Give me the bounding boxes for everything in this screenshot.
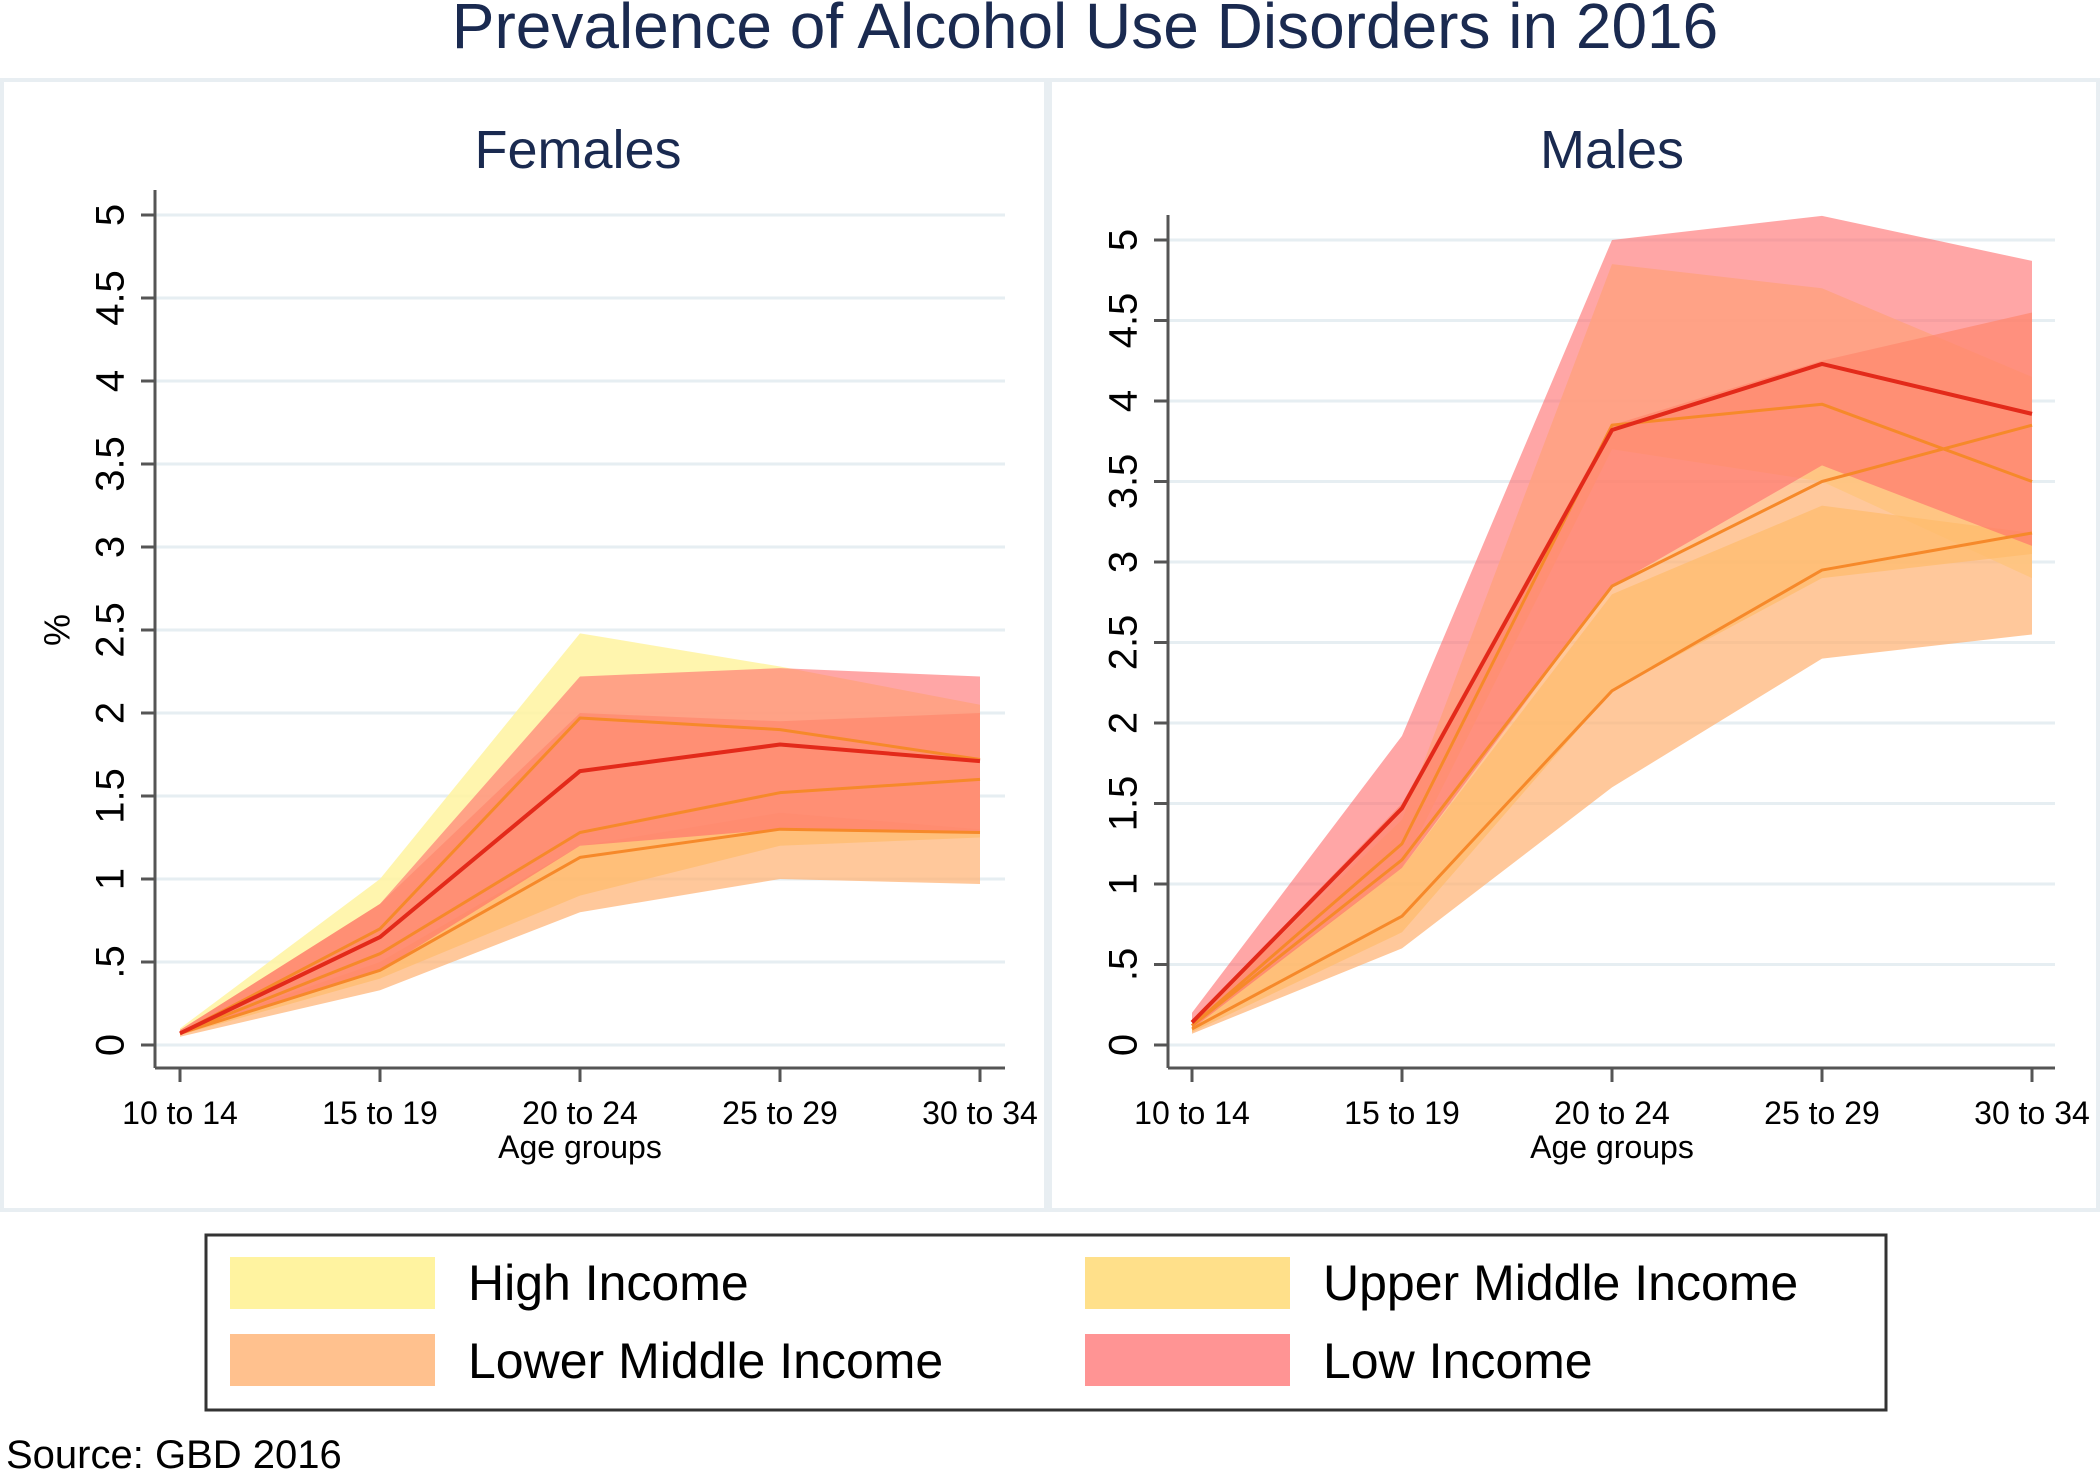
panel-frame-males (1048, 78, 2100, 1212)
x-tick-label: 15 to 19 (1344, 1095, 1460, 1131)
source-note: Source: GBD 2016 (6, 1433, 342, 1475)
panel-title-females: Females (474, 120, 681, 180)
y-tick-label: 0 (89, 1034, 133, 1056)
y-tick-label: 4 (1102, 390, 1146, 412)
band-low-income (180, 668, 980, 1036)
band-low-income (1192, 215, 2032, 1029)
y-tick-label: 3.5 (89, 436, 133, 492)
x-tick-label: 30 to 34 (1974, 1095, 2090, 1131)
legend-frame (204, 1233, 1888, 1412)
x-tick-label: 25 to 29 (1764, 1095, 1880, 1131)
legend-label-low-income: Low Income (1323, 1333, 1593, 1389)
figure-title: Prevalence of Alcohol Use Disorders in 2… (452, 0, 1718, 62)
y-tick-label: 2 (1102, 712, 1146, 734)
legend-swatch-low-income (1085, 1334, 1290, 1386)
x-tick-label: 10 to 14 (122, 1095, 238, 1131)
y-tick-label: 2 (89, 702, 133, 724)
legend-label-high-income: High Income (468, 1255, 749, 1311)
y-tick-label: 1.5 (1102, 776, 1146, 832)
panel-title-males: Males (1540, 120, 1684, 180)
y-tick-label: 1 (1102, 873, 1146, 895)
y-tick-label: 1 (89, 868, 133, 890)
line-upper-middle-income (179, 827, 981, 1035)
line-high-income (1191, 402, 2033, 1027)
y-tick-label: .5 (89, 945, 133, 978)
line-upper-middle-income (1191, 531, 2033, 1031)
panel-frame-females (0, 78, 1048, 1212)
y-tick-label: 2.5 (1102, 615, 1146, 671)
line-lower-middle-income (1191, 423, 2033, 1027)
y-tick-label: 3 (89, 536, 133, 558)
line-high-income (179, 716, 981, 1035)
legend: High Income Upper Middle Income Lower Mi… (204, 1233, 1888, 1412)
chart-panel-males: Males 0 .5 1 1.5 2 2.5 3 3.5 4 4.5 5 10 to 14 15 to 1… (1102, 120, 2090, 1165)
y-tick-label: 3.5 (1102, 454, 1146, 510)
x-axis-label: Age groups (498, 1129, 662, 1165)
legend-label-upper-middle-income: Upper Middle Income (1323, 1255, 1798, 1311)
chart-panel-females: Females 0 .5 1 1.5 2 2.5 3 3.5 4 4.5 5 10 to 14 15 to… (37, 120, 1038, 1165)
x-tick-label: 15 to 19 (322, 1095, 438, 1131)
y-tick-label: 5 (89, 204, 133, 226)
legend-swatch-upper-middle-income (1085, 1257, 1290, 1309)
y-tick-label: 4.5 (1102, 293, 1146, 349)
y-tick-label: 4.5 (89, 270, 133, 326)
line-low-income (1190, 361, 2033, 1024)
y-tick-label: 4 (89, 370, 133, 392)
x-tick-label: 10 to 14 (1134, 1095, 1250, 1131)
x-tick-label: 20 to 24 (1554, 1095, 1670, 1131)
y-tick-label: 2.5 (89, 602, 133, 658)
x-tick-label: 20 to 24 (522, 1095, 638, 1131)
line-lower-middle-income (179, 777, 981, 1035)
y-tick-label: 3 (1102, 551, 1146, 573)
x-tick-label: 25 to 29 (722, 1095, 838, 1131)
y-tick-label: 0 (1102, 1034, 1146, 1056)
y-tick-label: 1.5 (89, 768, 133, 824)
x-tick-label: 30 to 34 (922, 1095, 1038, 1131)
legend-swatch-high-income (230, 1257, 435, 1309)
line-low-income (179, 742, 981, 1036)
y-tick-label: 5 (1102, 229, 1146, 251)
x-axis-label: Age groups (1530, 1129, 1694, 1165)
y-axis-label: % (37, 614, 78, 646)
y-tick-label: .5 (1102, 948, 1146, 981)
legend-swatch-lower-middle-income (230, 1334, 435, 1386)
legend-label-lower-middle-income: Lower Middle Income (468, 1333, 943, 1389)
